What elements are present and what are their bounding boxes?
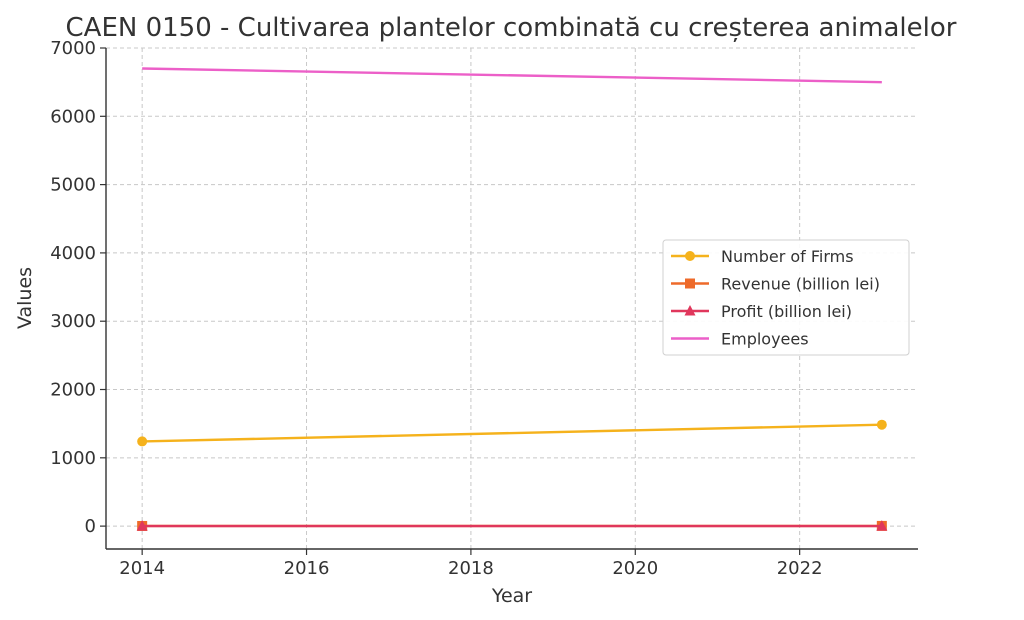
axes xyxy=(100,47,918,555)
x-tick-label: 2018 xyxy=(448,558,494,579)
x-tick-label: 2014 xyxy=(119,558,165,579)
data-point xyxy=(136,520,148,531)
series-line xyxy=(142,67,882,84)
chart-title: CAEN 0150 - Cultivarea plantelor combina… xyxy=(66,13,957,43)
y-tick-labels: 0 1000 2000 3000 4000 5000 6000 7000 xyxy=(50,38,96,537)
data-point xyxy=(876,419,887,430)
series-2 xyxy=(136,520,888,531)
x-axis-label: Year xyxy=(491,585,532,607)
y-tick-label: 3000 xyxy=(50,311,96,332)
legend: Number of Firms Revenue (billion lei) Prof… xyxy=(662,239,910,356)
legend-item: Employees xyxy=(671,330,809,349)
legend-marker xyxy=(685,278,695,289)
y-axis-label: Values xyxy=(14,267,36,329)
grid-lines xyxy=(106,47,918,549)
y-tick-label: 2000 xyxy=(50,380,96,401)
x-tick-label: 2022 xyxy=(777,558,823,579)
y-tick-label: 1000 xyxy=(50,448,96,469)
y-tick-label: 4000 xyxy=(50,243,96,264)
series-3 xyxy=(142,67,882,84)
x-tick-label: 2020 xyxy=(612,558,658,579)
y-tick-label: 7000 xyxy=(50,38,96,59)
series-line xyxy=(142,423,882,443)
legend-marker xyxy=(684,305,696,316)
x-tick-label: 2016 xyxy=(284,558,330,579)
legend-marker xyxy=(685,251,695,261)
y-tick-label: 0 xyxy=(85,516,96,537)
legend-item: Revenue (billion lei) xyxy=(671,275,880,294)
legend-item: Profit (billion lei) xyxy=(671,302,852,321)
legend-label: Employees xyxy=(721,330,809,349)
data-point xyxy=(137,436,148,447)
y-tick-label: 6000 xyxy=(50,106,96,127)
legend-label: Revenue (billion lei) xyxy=(721,275,880,294)
plot-series xyxy=(136,67,888,531)
legend-label: Profit (billion lei) xyxy=(721,302,852,321)
series-0 xyxy=(137,419,887,447)
x-tick-labels: 2014 2016 2018 2020 2022 xyxy=(119,558,822,579)
y-tick-label: 5000 xyxy=(50,175,96,196)
data-point xyxy=(876,520,888,531)
legend-box xyxy=(662,239,910,356)
legend-item: Number of Firms xyxy=(671,247,854,266)
legend-label: Number of Firms xyxy=(721,247,854,266)
